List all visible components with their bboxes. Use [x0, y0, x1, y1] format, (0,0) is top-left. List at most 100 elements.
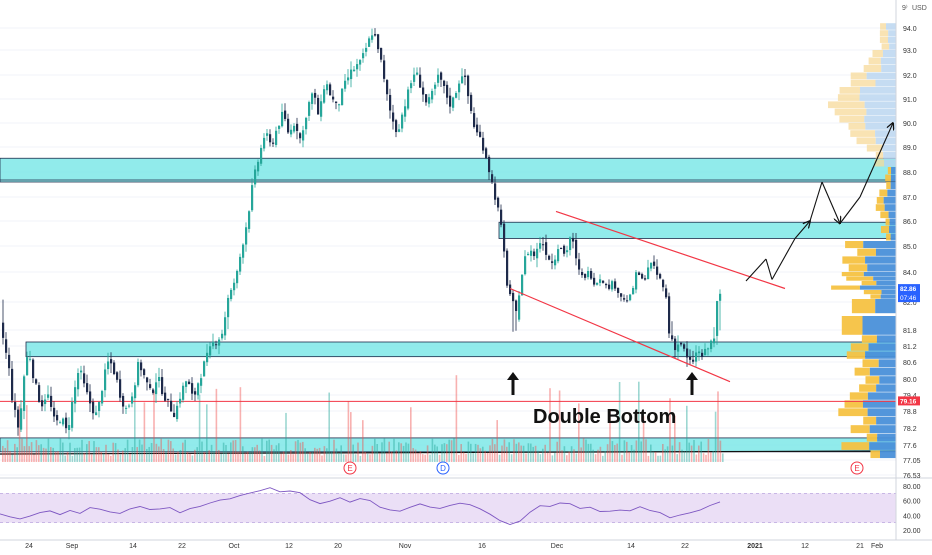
volume-bar	[700, 441, 702, 462]
candle-body	[83, 373, 86, 384]
volume-bar	[98, 447, 100, 462]
volume-bars	[2, 375, 724, 462]
volume-bar	[554, 452, 556, 462]
candle-body	[563, 245, 566, 254]
price-tick-label: 85.0	[903, 244, 917, 251]
volume-bar	[148, 446, 150, 462]
volume-bar	[299, 442, 302, 462]
candle-body	[8, 354, 11, 369]
volume-bar	[686, 405, 688, 462]
time-tick-label: Nov	[399, 543, 412, 550]
candle-body	[425, 94, 428, 103]
candle-body	[155, 382, 158, 395]
price-tag-bg	[898, 396, 920, 406]
volume-bar	[412, 448, 414, 462]
volume-bar	[455, 375, 458, 462]
price-tick-label: 84.0	[903, 270, 917, 277]
candle-body	[92, 401, 95, 414]
time-axis[interactable]: 24 Sep 14 22 Oct 12 20 Nov 16 Dec 14 22 2021 12 21 Feb	[25, 543, 883, 550]
candle-body	[212, 341, 215, 347]
candle-body	[266, 133, 269, 136]
price-tick-label: 89.0	[903, 145, 917, 152]
candle-body	[494, 183, 497, 200]
volume-bar	[527, 443, 530, 462]
volume-bar	[196, 447, 198, 462]
profile-bar-sell	[879, 189, 888, 197]
candle-body	[164, 392, 167, 401]
volume-bar	[642, 416, 645, 462]
candle-body	[467, 75, 470, 97]
volume-bar	[678, 442, 681, 462]
candle-body	[56, 414, 59, 421]
volume-bar	[54, 451, 57, 462]
candle-body	[260, 147, 263, 164]
volume-bar	[179, 450, 182, 462]
candle-body	[230, 289, 233, 300]
baseline-trendline	[0, 450, 897, 455]
profile-bar-sell	[839, 87, 861, 94]
candle-body	[584, 273, 587, 278]
profile-bar-buy	[882, 144, 896, 152]
price-axis[interactable]: 94.0 93.0 92.0 91.0 90.0 89.0 88.0 87.0 86.0 85.0…	[903, 26, 921, 480]
descending-channel	[509, 210, 786, 383]
time-tick-label: 24	[25, 543, 33, 550]
volume-bar	[62, 442, 64, 462]
candle-body	[179, 398, 182, 404]
candle-body	[323, 89, 326, 103]
volume-bar	[659, 455, 662, 462]
candle-body	[446, 84, 449, 98]
candle-body	[503, 223, 506, 252]
candle-body	[149, 384, 152, 388]
profile-bar-buy	[880, 57, 896, 65]
volume-bar	[45, 448, 47, 462]
price-tags: 82.86 07:46 79.16	[898, 284, 920, 406]
price-tick-label: 81.8	[903, 328, 917, 335]
candle-body	[140, 362, 143, 371]
candle-body	[206, 352, 209, 363]
candle-body	[473, 113, 476, 127]
volume-bar	[496, 420, 498, 462]
profile-bar-buy	[859, 94, 896, 101]
candle-body	[71, 401, 74, 428]
volume-bar	[201, 441, 203, 462]
volume-bar	[232, 440, 234, 462]
volume-bar	[522, 445, 525, 462]
volume-bar	[705, 454, 707, 462]
volume-bar	[506, 446, 508, 462]
profile-bar-sell	[846, 276, 874, 281]
candle-body	[509, 284, 512, 295]
time-tick-label: Feb	[871, 543, 883, 550]
price-tick-label: 80.6	[903, 360, 917, 367]
candle-body	[668, 296, 671, 334]
rsi-band	[0, 493, 896, 523]
profile-bar-sell	[886, 182, 891, 189]
volume-bar	[186, 451, 189, 462]
volume-bar	[599, 446, 602, 462]
volume-bar	[669, 398, 671, 462]
volume-bar	[698, 445, 700, 462]
candle-body	[356, 64, 359, 70]
volume-bar	[203, 452, 206, 462]
volume-bar	[208, 450, 210, 462]
volume-bar	[503, 439, 506, 462]
candle-body	[476, 124, 479, 133]
candle-body	[641, 274, 644, 279]
volume-bar	[57, 451, 59, 462]
profile-bar-buy	[865, 351, 896, 359]
volume-bar	[162, 448, 165, 462]
volume-bar	[150, 443, 153, 462]
volume-bar	[722, 453, 724, 462]
volume-bar	[129, 453, 131, 462]
volume-bar	[126, 439, 129, 462]
candle-body	[707, 348, 710, 350]
time-tick-label: 22	[178, 543, 186, 550]
volume-bar	[616, 443, 618, 462]
profile-bar-sell	[862, 359, 879, 368]
candle-body	[185, 381, 188, 387]
candle-body	[359, 60, 362, 65]
profile-bar-buy	[891, 167, 896, 174]
volume-bar	[153, 391, 155, 462]
candle-body	[371, 35, 374, 40]
price-tick-label: 78.2	[903, 426, 917, 433]
